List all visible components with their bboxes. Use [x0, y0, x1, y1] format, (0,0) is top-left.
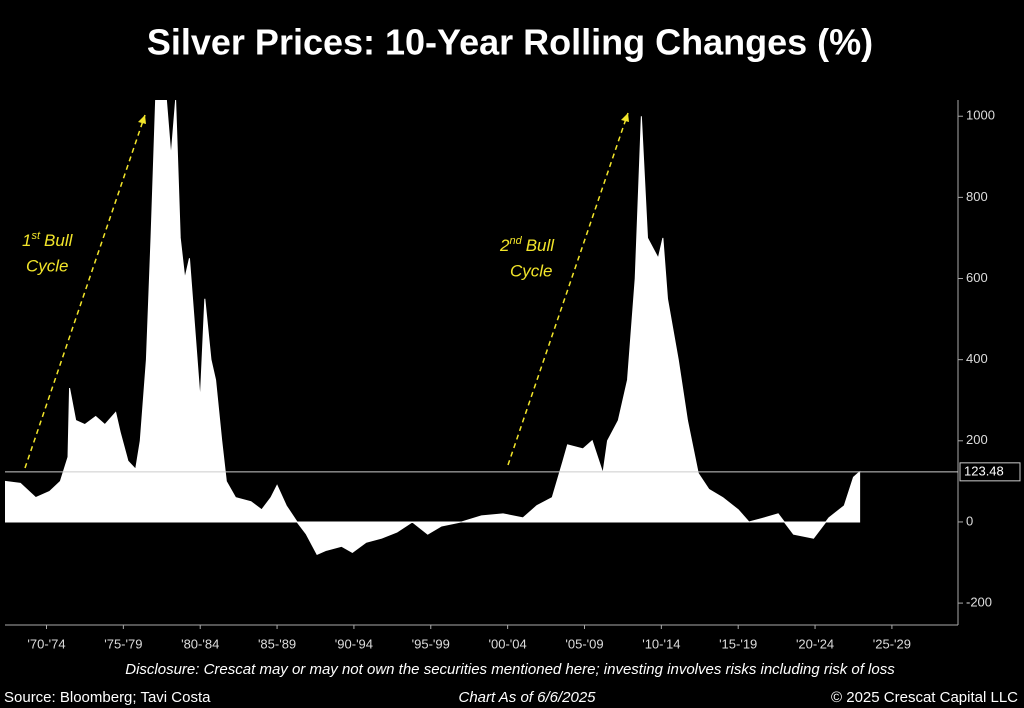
source: Source: Bloomberg; Tavi Costa	[4, 689, 211, 706]
annotation-line2: Cycle	[510, 261, 553, 280]
arrow	[507, 112, 629, 466]
x-tick-label: '90-'94	[335, 636, 373, 651]
annotation-line2: Cycle	[26, 256, 69, 275]
x-tick-label: '95-'99	[412, 636, 450, 651]
y-tick-label: 1000	[966, 108, 995, 123]
arrow-head	[138, 115, 146, 124]
x-tick-label: '15-'19	[719, 636, 757, 651]
copyright: © 2025 Crescat Capital LLC	[831, 689, 1018, 706]
annotation-suffix: nd	[509, 235, 522, 247]
annotation-text: Bull	[44, 231, 74, 250]
x-tick-label: '20-'24	[796, 636, 834, 651]
date-note: Chart As of 6/6/2025	[458, 689, 596, 706]
x-tick-label: '75-'79	[104, 636, 142, 651]
reference-label-box	[959, 462, 1021, 482]
x-tick-label: '05-'09	[565, 636, 603, 651]
y-tick-label: 800	[966, 189, 988, 204]
y-tick-label: -200	[966, 595, 992, 610]
x-tick-label: '10-'14	[642, 636, 680, 651]
arrow-head	[621, 113, 629, 122]
annotation-number: 2	[499, 236, 510, 255]
y-tick-label: 200	[966, 432, 988, 447]
x-tick-label: '85-'89	[258, 636, 296, 651]
x-tick-label: '25-'29	[873, 636, 911, 651]
annotation: 1st Bull	[22, 230, 74, 251]
annotation-text: Bull	[526, 236, 556, 255]
y-tick-label: 600	[966, 270, 988, 285]
y-tick-label: 0	[966, 513, 973, 528]
area	[5, 100, 861, 556]
annotation-suffix: st	[31, 230, 41, 242]
arrow	[24, 114, 146, 469]
annotation: 2nd Bull	[499, 235, 555, 256]
x-tick-label: '70-'74	[27, 636, 65, 651]
x-tick-label: '80-'84	[181, 636, 219, 651]
chart-title: Silver Prices: 10-Year Rolling Changes (…	[147, 22, 873, 63]
x-tick-label: '00-'04	[489, 636, 527, 651]
annotation-number: 1	[22, 231, 31, 250]
reference-label: 123.48	[964, 463, 1004, 478]
plot-area	[5, 100, 861, 556]
disclosure: Disclosure: Crescat may or may not own t…	[125, 661, 895, 678]
y-tick-label: 400	[966, 351, 988, 366]
